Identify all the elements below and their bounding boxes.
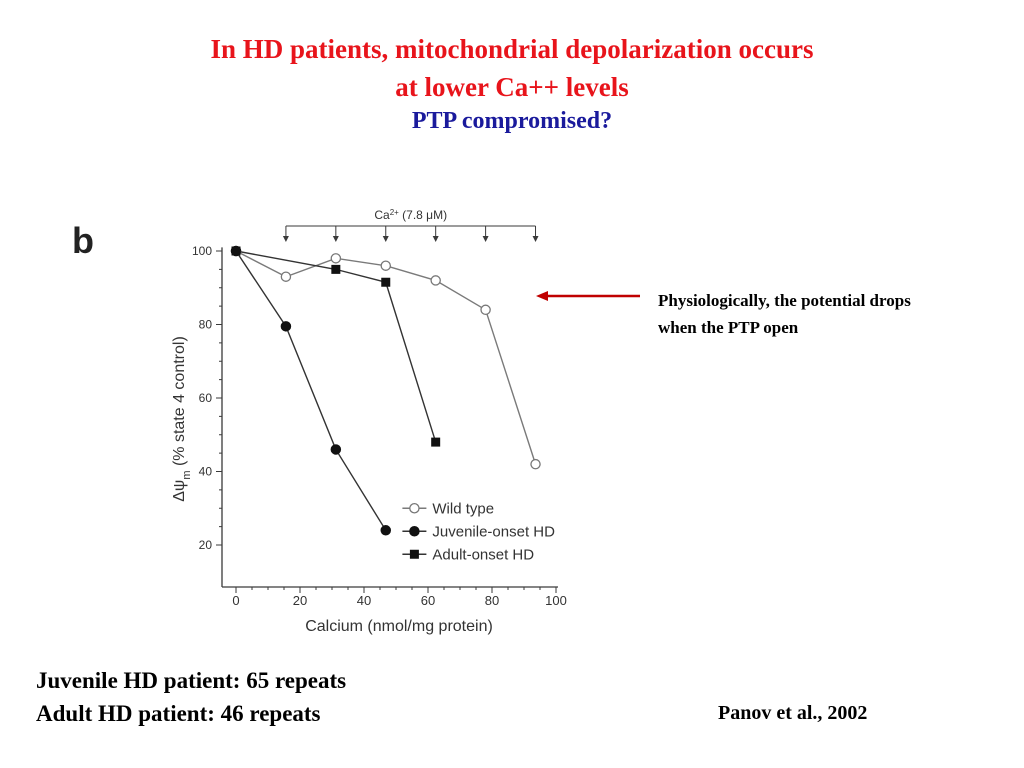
addition-arrow-head: [332, 236, 339, 242]
series-line: [235, 250, 437, 443]
legend-marker: [409, 549, 419, 559]
legend-item: Juvenile-onset HD: [402, 523, 555, 540]
data-point: [480, 304, 491, 316]
y-tick-label: 40: [199, 465, 213, 479]
annotation-line-2: when the PTP open: [658, 318, 799, 337]
x-axis-label: Calcium (nmol/mg protein): [305, 618, 493, 635]
annotation-line-1: Physiologically, the potential drops: [658, 291, 911, 310]
citation: Panov et al., 2002: [718, 702, 868, 724]
data-point: [330, 444, 342, 455]
panel-label: b: [72, 220, 94, 261]
addition-arrow-head: [532, 236, 539, 242]
data-point: [280, 321, 292, 332]
series-juvenile-onset-hd: [230, 245, 392, 536]
x-tick-label: 20: [293, 593, 307, 608]
addition-arrow-head: [282, 236, 289, 242]
legend-label: Adult-onset HD: [432, 546, 534, 563]
addition-arrow-head: [382, 236, 389, 242]
pointer-arrow-icon: [536, 291, 640, 301]
data-point: [331, 264, 341, 274]
data-point: [431, 437, 441, 447]
x-tick-label: 80: [485, 593, 499, 608]
data-point: [380, 525, 392, 536]
data-point: [280, 271, 292, 282]
data-point: [380, 260, 392, 271]
y-tick-label: 80: [199, 318, 213, 332]
data-point: [430, 275, 441, 286]
series-adult-onset-hd: [231, 246, 441, 447]
addition-label: Ca2+ (7.8 μM): [374, 208, 447, 223]
legend-marker: [409, 525, 420, 537]
data-point: [381, 277, 391, 287]
note-line-2: Adult HD patient: 46 repeats: [36, 701, 321, 726]
line-chart: 20 40 60 80 100 0 20 40 60 80 100 Calcium (nmol/mg …: [171, 208, 567, 636]
title-line-1: In HD patients, mitochondrial depolariza…: [210, 34, 814, 64]
y-tick-label: 100: [192, 244, 212, 258]
note-line-1: Juvenile HD patient: 65 repeats: [36, 668, 347, 693]
title-line-2: at lower Ca++ levels: [395, 72, 629, 102]
data-point: [530, 458, 541, 470]
series-line: [235, 250, 387, 531]
legend-label: Juvenile-onset HD: [432, 523, 555, 540]
subtitle: PTP compromised?: [411, 108, 613, 134]
legend-item: Wild type: [402, 500, 494, 517]
legend-marker: [409, 502, 420, 514]
data-point: [330, 253, 342, 264]
patient-notes: Juvenile HD patient: 65 repeats Adult HD…: [36, 664, 346, 730]
y-tick-label: 60: [199, 391, 213, 405]
y-axis-label: Δψm (% state 4 control): [171, 336, 193, 502]
x-tick-label: 60: [421, 593, 435, 608]
slide-title: In HD patients, mitochondrial depolariza…: [0, 30, 1024, 136]
annotation-text: Physiologically, the potential drops whe…: [658, 287, 1008, 341]
legend-label: Wild type: [432, 500, 494, 517]
y-tick-label: 20: [199, 538, 213, 552]
x-tick-label: 100: [545, 593, 567, 608]
legend-item: Adult-onset HD: [402, 546, 534, 563]
x-tick-label: 40: [357, 593, 371, 608]
addition-arrow-head: [432, 236, 439, 242]
x-tick-label: 0: [232, 593, 239, 608]
data-point: [231, 246, 241, 256]
addition-arrow-head: [482, 236, 489, 242]
